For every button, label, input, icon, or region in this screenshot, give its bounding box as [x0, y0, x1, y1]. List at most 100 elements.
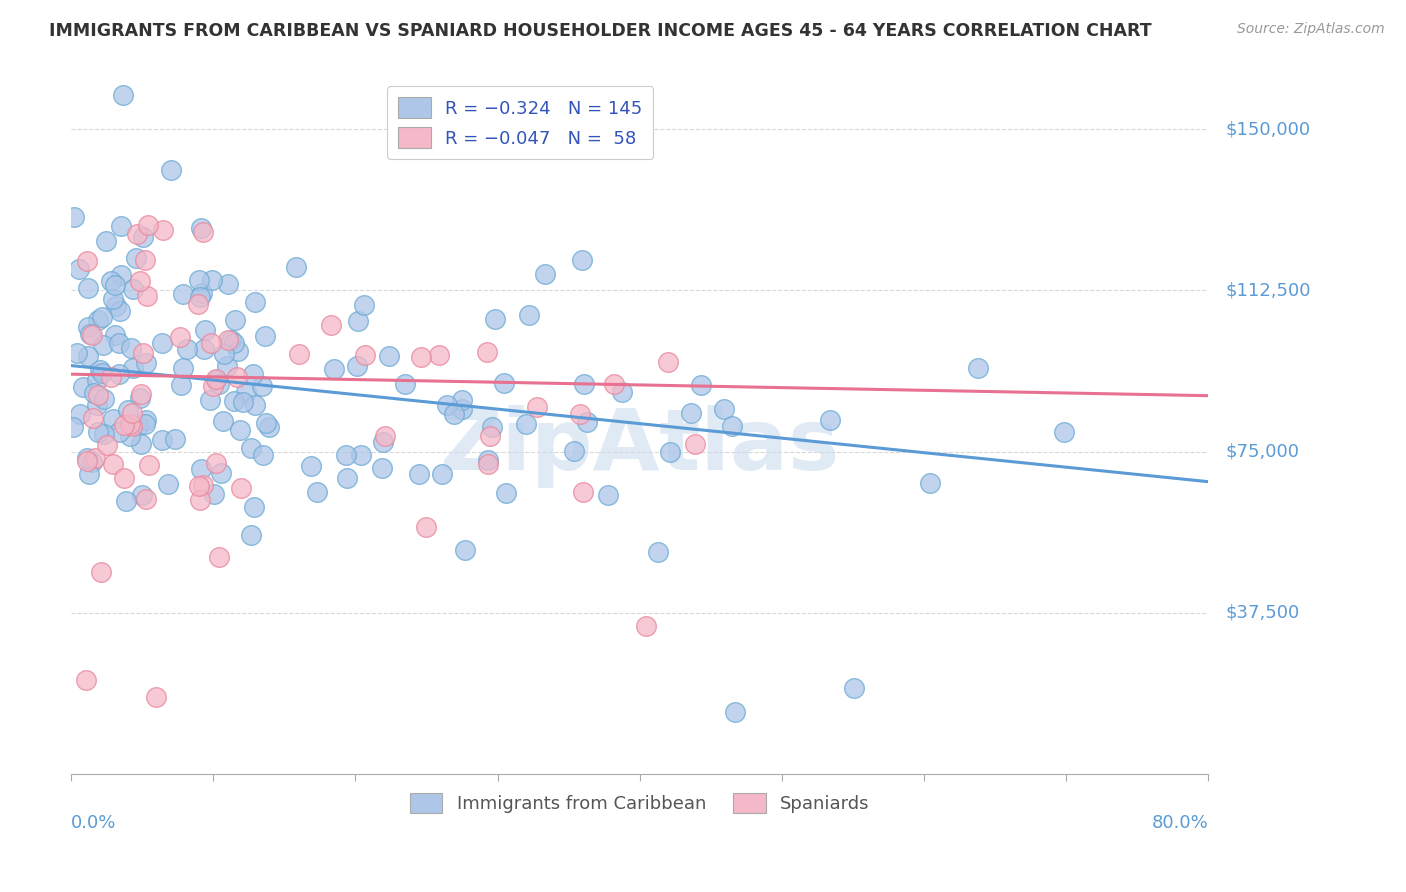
Point — [108, 304, 131, 318]
Point — [86, 373, 108, 387]
Point — [110, 219, 132, 233]
Point — [67, 262, 90, 277]
Text: $37,500: $37,500 — [1225, 604, 1299, 622]
Point — [134, 253, 156, 268]
Point — [75, 673, 97, 687]
Point — [152, 223, 174, 237]
Point — [226, 343, 249, 358]
Point — [598, 487, 620, 501]
Point — [245, 294, 267, 309]
Point — [285, 260, 308, 275]
Point — [484, 311, 506, 326]
Point — [253, 329, 276, 343]
Text: $112,500: $112,500 — [1225, 281, 1310, 300]
Point — [224, 393, 246, 408]
Point — [170, 377, 193, 392]
Point — [475, 345, 498, 359]
Point — [72, 380, 94, 394]
Point — [87, 313, 110, 327]
Point — [187, 272, 209, 286]
Point — [918, 475, 941, 490]
Point — [118, 428, 141, 442]
Text: IMMIGRANTS FROM CARIBBEAN VS SPANIARD HOUSEHOLDER INCOME AGES 45 - 64 YEARS CORR: IMMIGRANTS FROM CARIBBEAN VS SPANIARD HO… — [49, 22, 1152, 40]
Point — [842, 681, 865, 696]
Point — [134, 417, 156, 431]
Point — [430, 467, 453, 481]
Point — [108, 336, 131, 351]
Point — [101, 412, 124, 426]
Point — [299, 458, 322, 473]
Point — [526, 400, 548, 414]
Point — [217, 333, 239, 347]
Legend: Immigrants from Caribbean, Spaniards: Immigrants from Caribbean, Spaniards — [399, 781, 880, 824]
Point — [201, 273, 224, 287]
Text: 80.0%: 80.0% — [1152, 814, 1208, 832]
Point — [443, 407, 465, 421]
Point — [94, 234, 117, 248]
Point — [658, 445, 681, 459]
Point — [436, 398, 458, 412]
Point — [111, 87, 134, 102]
Point — [93, 338, 115, 352]
Point — [481, 420, 503, 434]
Point — [820, 412, 842, 426]
Point — [127, 418, 149, 433]
Point — [193, 226, 215, 240]
Point — [415, 519, 437, 533]
Point — [193, 342, 215, 356]
Point — [571, 252, 593, 267]
Point — [120, 341, 142, 355]
Point — [117, 402, 139, 417]
Point — [145, 690, 167, 704]
Point — [377, 349, 399, 363]
Point — [217, 277, 239, 291]
Point — [612, 384, 634, 399]
Point — [63, 210, 86, 224]
Point — [495, 486, 517, 500]
Point — [394, 376, 416, 391]
Point — [371, 461, 394, 475]
Point — [83, 386, 105, 401]
Point — [104, 328, 127, 343]
Point — [169, 330, 191, 344]
Point — [187, 296, 209, 310]
Point — [321, 318, 343, 333]
Point — [135, 356, 157, 370]
Point — [221, 333, 243, 347]
Text: $75,000: $75,000 — [1225, 442, 1299, 460]
Point — [104, 277, 127, 292]
Point — [87, 388, 110, 402]
Point — [657, 355, 679, 369]
Point — [683, 437, 706, 451]
Text: Source: ZipAtlas.com: Source: ZipAtlas.com — [1237, 22, 1385, 37]
Point — [322, 362, 344, 376]
Point — [125, 251, 148, 265]
Point — [150, 335, 173, 350]
Point — [454, 542, 477, 557]
Point — [254, 416, 277, 430]
Point — [572, 377, 595, 392]
Point — [409, 350, 432, 364]
Point — [634, 619, 657, 633]
Point — [335, 448, 357, 462]
Point — [128, 391, 150, 405]
Point — [1053, 425, 1076, 439]
Point — [288, 346, 311, 360]
Point — [647, 545, 669, 559]
Point — [492, 376, 515, 390]
Point — [224, 313, 246, 327]
Point — [239, 527, 262, 541]
Point — [120, 417, 142, 431]
Point — [562, 443, 585, 458]
Point — [77, 349, 100, 363]
Point — [208, 550, 231, 565]
Point — [159, 163, 181, 178]
Point — [122, 360, 145, 375]
Point — [127, 227, 149, 241]
Point — [534, 268, 557, 282]
Point — [679, 406, 702, 420]
Text: 0.0%: 0.0% — [72, 814, 117, 832]
Point — [131, 488, 153, 502]
Point — [205, 456, 228, 470]
Point — [93, 392, 115, 406]
